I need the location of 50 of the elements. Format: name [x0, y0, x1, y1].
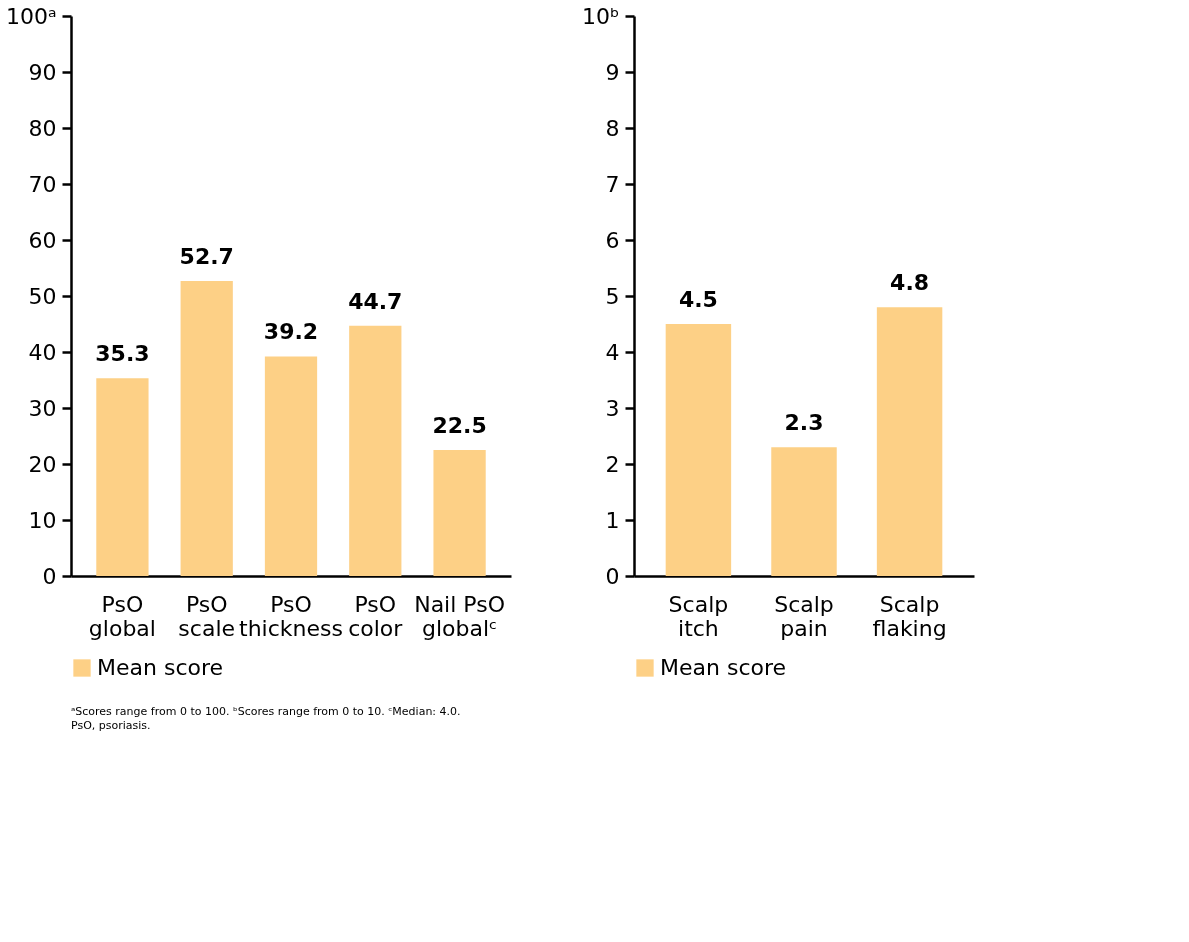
- y-tick-label: 10ᵇ: [582, 3, 620, 29]
- y-tick-label: 40: [28, 339, 57, 365]
- bar: [433, 450, 486, 576]
- bar: [349, 325, 402, 576]
- y-tick-label: 90: [28, 59, 57, 85]
- data-label: 35.3: [95, 341, 150, 367]
- y-tick-label: 2: [605, 451, 620, 477]
- x-tick-label: PsO global: [88, 591, 156, 641]
- y-tick-label: 100ᵃ: [5, 3, 57, 29]
- y-tick-label: 30: [28, 395, 57, 421]
- y-tick-label: 8: [605, 115, 620, 141]
- y-tick-label: 20: [28, 451, 57, 477]
- data-label: 2.3: [784, 410, 824, 436]
- data-label: 52.7: [179, 243, 234, 269]
- x-tick-label: Scalp itch: [668, 591, 729, 641]
- data-label: 44.7: [348, 288, 403, 314]
- x-tick-label: PsO color: [348, 591, 404, 641]
- text: PsO, psoriasis.: [71, 719, 151, 732]
- y-tick-label: 70: [28, 171, 57, 197]
- y-tick-label: 4: [605, 339, 620, 365]
- y-tick-label: 60: [28, 227, 57, 253]
- bar: [771, 447, 837, 576]
- x-tick-label: PsO thickness: [239, 591, 343, 641]
- y-tick-label: 9: [605, 59, 620, 85]
- data-label: 22.5: [432, 413, 487, 438]
- y-tick-label: 5: [605, 283, 620, 309]
- x-tick-label: Scalp flaking: [872, 591, 947, 641]
- y-tick-label: 50: [28, 283, 57, 309]
- data-label: 4.5: [678, 287, 718, 312]
- y-tick-label: 10: [28, 507, 57, 533]
- x-tick-label: PsO scale: [178, 591, 236, 641]
- y-tick-label: 7: [605, 171, 620, 197]
- legend-label: Mean score: [97, 655, 224, 680]
- data-label: 39.2: [263, 319, 319, 345]
- legend-label: Mean score: [660, 655, 787, 680]
- data-label: 4.8: [890, 270, 930, 296]
- bar: [665, 324, 732, 576]
- bar: [876, 307, 943, 576]
- y-tick-label: 1: [605, 507, 620, 533]
- y-tick-label: 3: [605, 395, 620, 421]
- x-tick-label: Scalp pain: [774, 591, 834, 641]
- y-tick-label: 80: [28, 115, 57, 141]
- y-tick-label: 6: [605, 227, 620, 253]
- y-tick-label: 0: [42, 563, 57, 589]
- y-tick-label: 0: [605, 563, 620, 589]
- bar: [96, 378, 149, 576]
- bar: [180, 280, 233, 576]
- x-tick-label: Nail PsO globalᶜ: [414, 591, 505, 641]
- bar: [264, 356, 318, 576]
- text: ᵃScores range from 0 to 100. ᵇScores range from 0 to 10. ᶜMedian: 4.0.: [71, 705, 461, 718]
